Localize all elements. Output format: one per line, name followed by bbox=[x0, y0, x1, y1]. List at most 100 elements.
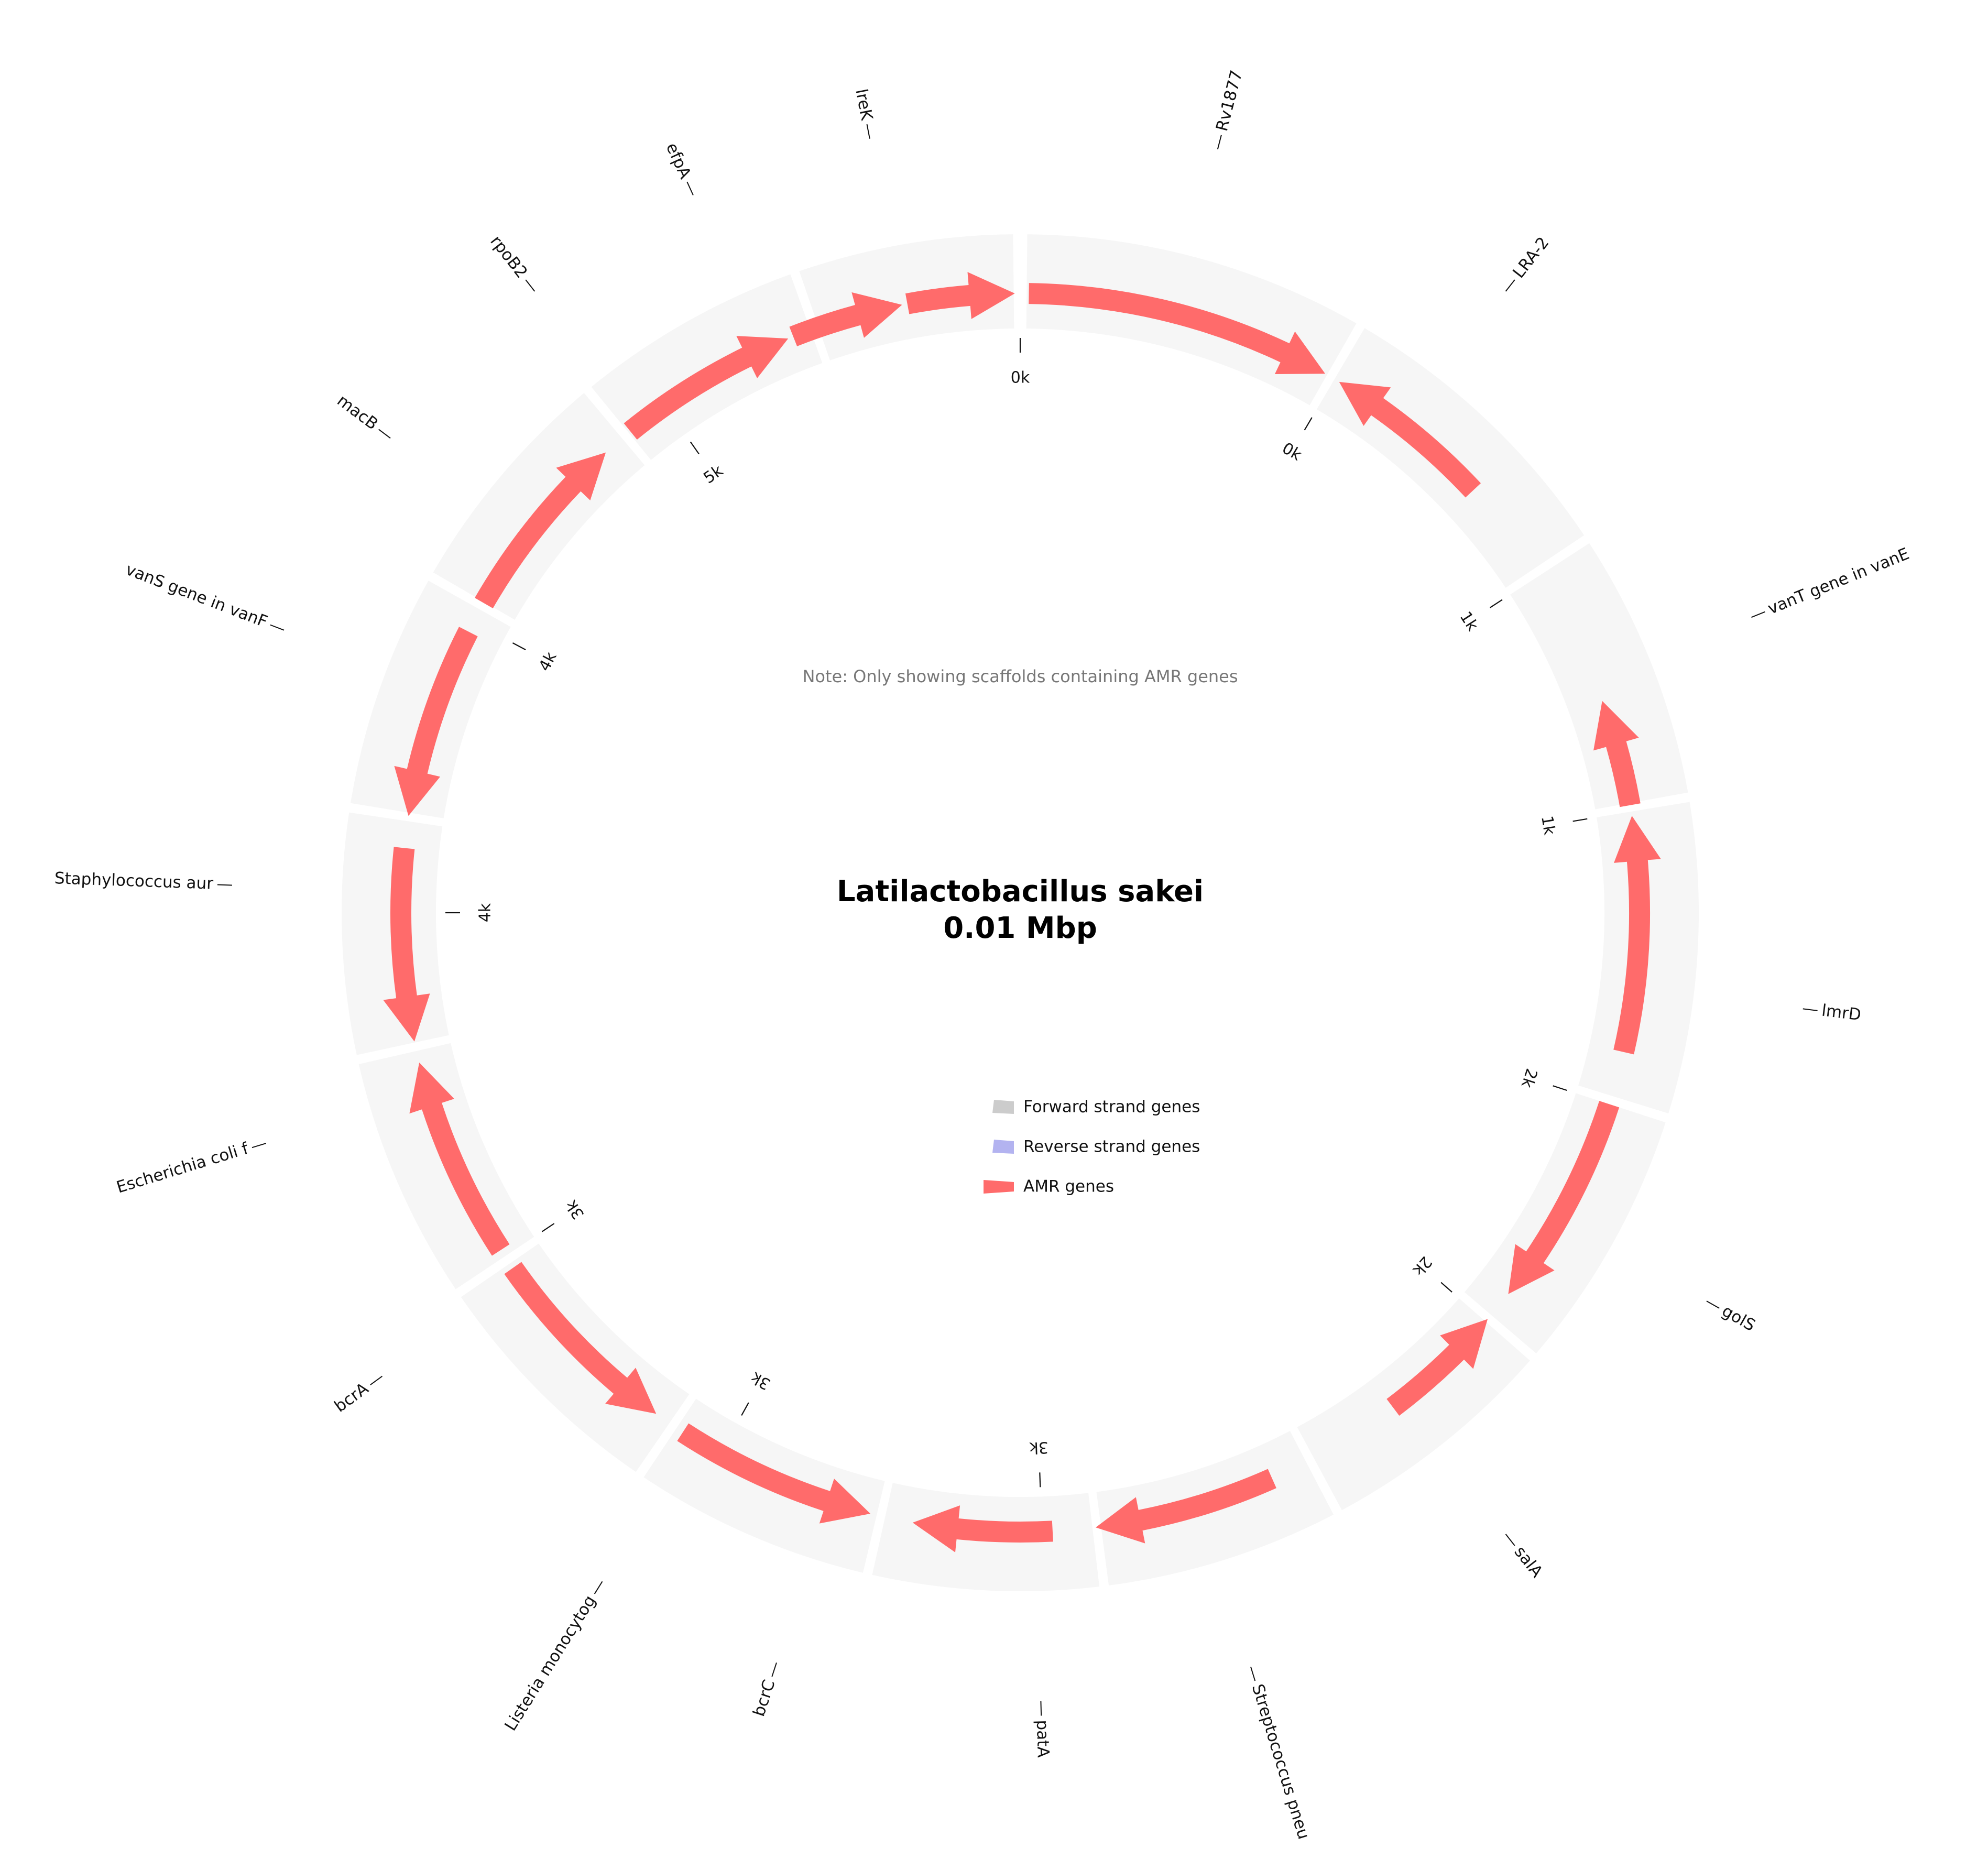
tick-label-9: 3k bbox=[562, 1196, 588, 1222]
amr-gene-arrow-sala bbox=[1386, 1319, 1488, 1416]
gene-label-group: Rv1877 bbox=[1213, 68, 1247, 150]
gene-label: macB bbox=[333, 391, 381, 433]
gene-label-group: macB bbox=[333, 391, 391, 439]
tick-label-11: 4k bbox=[535, 649, 560, 674]
label-leader-line bbox=[378, 429, 391, 439]
gene-label: vanT gene in vanE bbox=[1765, 544, 1911, 618]
gene-label-group: salA bbox=[1505, 1534, 1546, 1581]
label-leader-line bbox=[594, 1581, 603, 1594]
tick-label-1: 0k bbox=[1011, 369, 1030, 387]
amr-gene-arrow-streptococcus-pneu bbox=[1096, 1469, 1276, 1544]
label-leader-line bbox=[370, 1375, 383, 1385]
tick-label-6: 2k bbox=[1408, 1253, 1435, 1280]
amr-gene-arrow-escherichia-coli-f bbox=[383, 847, 430, 1042]
gene-label-group: lmrD bbox=[1803, 1001, 1862, 1024]
gene-label: bcrA bbox=[331, 1379, 372, 1416]
tick-label-10: 4k bbox=[476, 903, 495, 922]
label-leader-line bbox=[525, 279, 536, 292]
label-leader-line bbox=[1505, 279, 1515, 292]
tick-label-4: 1k bbox=[1537, 814, 1559, 836]
tick-mark-4 bbox=[1572, 818, 1588, 822]
amr-gene-arrow-staphylococcus-aur bbox=[394, 627, 478, 816]
amr-gene-arrow-listeria-monocytog bbox=[504, 1262, 657, 1414]
legend-label: Reverse strand genes bbox=[1023, 1138, 1200, 1156]
tick-mark-8 bbox=[741, 1402, 749, 1416]
label-leader-line bbox=[270, 624, 285, 631]
gene-label-group: golS bbox=[1706, 1300, 1758, 1335]
tick-mark-3 bbox=[1489, 599, 1503, 608]
gene-label: Escherichia coli f bbox=[114, 1139, 251, 1197]
gene-label: bcrC bbox=[749, 1678, 779, 1719]
legend-swatch-forward bbox=[992, 1100, 1014, 1114]
scaffold-block-3 bbox=[1510, 543, 1688, 810]
gene-label: rpoB2 bbox=[486, 232, 531, 282]
gene-label-group: patA bbox=[1033, 1701, 1053, 1758]
tick-mark-12 bbox=[690, 441, 700, 454]
gene-label: vanS gene in vanF bbox=[123, 560, 270, 631]
label-leader-line bbox=[252, 1143, 267, 1149]
chart-title-line2: 0.01 Mbp bbox=[943, 911, 1097, 945]
gene-label: efpA bbox=[662, 140, 695, 181]
gene-label-group: vanS gene in vanF bbox=[123, 560, 285, 631]
gene-label-group: bcrA bbox=[331, 1375, 383, 1416]
gene-label-group: efpA bbox=[662, 140, 695, 195]
amr-gene-arrow-vans-gene-in-vanf bbox=[475, 452, 606, 608]
tick-mark-9 bbox=[541, 1223, 555, 1232]
label-leader-line bbox=[1217, 135, 1222, 150]
amr-gene-arrow-macb bbox=[624, 336, 789, 440]
gene-label: LRA-2 bbox=[1509, 234, 1553, 282]
gene-label: Streptococcus pneu bbox=[1248, 1682, 1313, 1842]
amr-gene-arrow-lrek bbox=[905, 272, 1015, 319]
scaffold-note: Note: Only showing scaffolds containing … bbox=[802, 666, 1238, 686]
scaffold-block-14 bbox=[433, 392, 645, 620]
label-leader-line bbox=[1706, 1300, 1720, 1309]
amr-gene-arrow-bcrc bbox=[677, 1423, 871, 1524]
legend-swatch-amr bbox=[984, 1180, 1014, 1194]
legend: Forward strand genes Reverse strand genes… bbox=[984, 1098, 1200, 1196]
amr-gene-arrows bbox=[383, 272, 1661, 1552]
legend-label: AMR genes bbox=[1023, 1177, 1114, 1196]
gene-label-group: bcrC bbox=[749, 1663, 779, 1719]
label-leader-line bbox=[866, 124, 870, 139]
tick-label-7: 3k bbox=[1029, 1438, 1048, 1457]
gene-label: golS bbox=[1719, 1302, 1758, 1335]
amr-gene-arrow-pata bbox=[912, 1505, 1053, 1552]
tick-label-3: 1k bbox=[1456, 608, 1482, 635]
label-leader-line bbox=[217, 884, 232, 886]
label-leader-line bbox=[771, 1663, 777, 1677]
amr-gene-arrow-gols bbox=[1508, 1101, 1620, 1294]
gene-label-group: LRA-2 bbox=[1505, 234, 1553, 292]
gene-label-group: lreK bbox=[851, 88, 876, 139]
gene-label: Rv1877 bbox=[1213, 68, 1247, 133]
gene-label-group: Staphylococcus aur bbox=[54, 869, 232, 893]
gene-label-group: Listeria monocytog bbox=[501, 1581, 603, 1734]
amr-gene-arrow-bcra bbox=[409, 1062, 510, 1256]
tick-label-12: 5k bbox=[700, 461, 726, 487]
gene-label: Staphylococcus aur bbox=[54, 869, 214, 893]
amr-gene-arrow-efpa bbox=[789, 292, 902, 346]
gene-label: lreK bbox=[851, 88, 876, 123]
label-leader-line bbox=[1803, 1008, 1818, 1011]
gene-label: Listeria monocytog bbox=[501, 1592, 599, 1734]
tick-label-8: 3k bbox=[748, 1368, 773, 1394]
label-leader-line bbox=[1250, 1666, 1256, 1681]
gene-label: salA bbox=[1511, 1543, 1546, 1581]
tick-mark-2 bbox=[1304, 417, 1313, 431]
amr-gene-arrow-rv1877 bbox=[1029, 283, 1326, 375]
tick-mark-6 bbox=[1440, 1282, 1452, 1293]
label-leader-line bbox=[1751, 611, 1765, 618]
gene-label-group: vanT gene in vanE bbox=[1751, 544, 1912, 618]
tick-label-5: 2k bbox=[1517, 1066, 1541, 1090]
label-leader-line bbox=[1505, 1534, 1515, 1546]
gene-label-group: rpoB2 bbox=[486, 232, 536, 292]
gene-label-group: Streptococcus pneu bbox=[1248, 1666, 1313, 1842]
gene-label: lmrD bbox=[1821, 1001, 1862, 1024]
legend-swatch-reverse bbox=[992, 1140, 1014, 1154]
legend-label: Forward strand genes bbox=[1023, 1098, 1200, 1117]
amr-gene-arrow-lra-2 bbox=[1339, 381, 1481, 498]
gene-label-group: Escherichia coli f bbox=[114, 1139, 267, 1197]
tick-label-2: 0k bbox=[1279, 439, 1305, 465]
tick-mark-5 bbox=[1553, 1085, 1567, 1091]
gene-label: patA bbox=[1033, 1720, 1053, 1758]
